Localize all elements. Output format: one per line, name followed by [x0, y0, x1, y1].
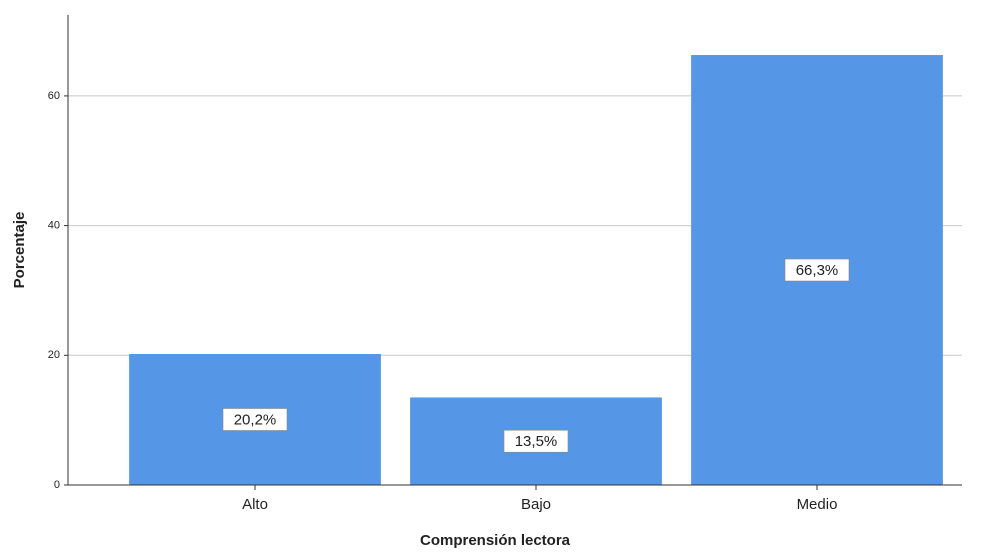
value-label: 66,3%: [796, 262, 839, 279]
y-tick-label: 40: [48, 220, 60, 232]
y-axis-title: Porcentaje: [11, 212, 28, 289]
value-label: 20,2%: [234, 411, 277, 428]
value-label: 13,5%: [515, 433, 558, 450]
x-axis-title: Comprensión lectora: [420, 532, 571, 549]
x-tick-label: Medio: [797, 496, 838, 513]
y-tick-label: 20: [48, 349, 60, 361]
value-label-box: [503, 429, 569, 453]
value-label-box: [784, 258, 850, 282]
y-tick-label: 60: [48, 90, 60, 102]
y-tick-label: 0: [54, 479, 60, 491]
x-tick-label: Alto: [242, 496, 268, 513]
value-label-box: [222, 408, 288, 431]
x-tick-label: Bajo: [521, 496, 551, 513]
